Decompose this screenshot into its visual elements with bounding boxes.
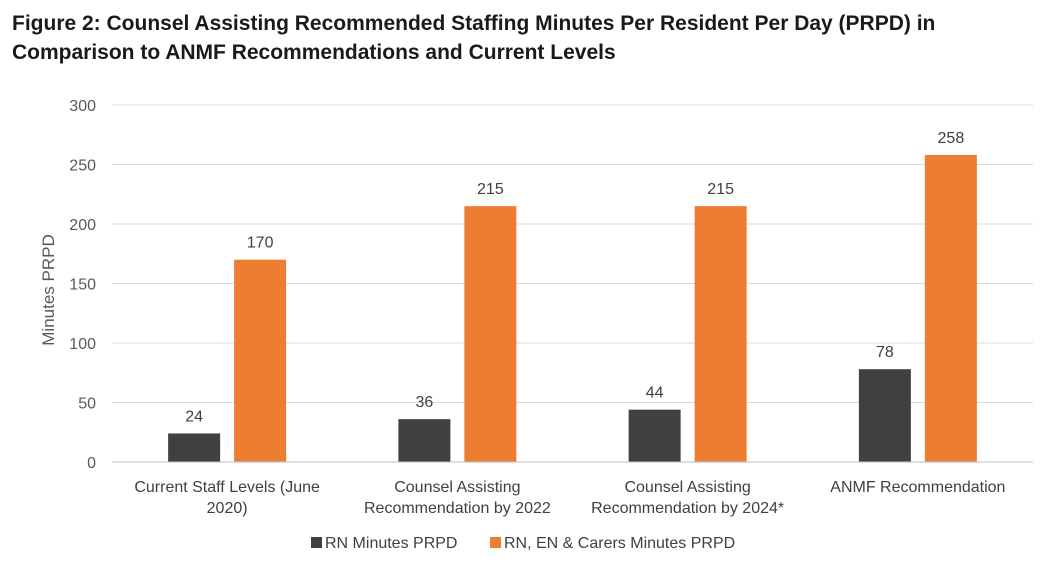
bar bbox=[398, 419, 451, 462]
data-label: 170 bbox=[247, 235, 274, 252]
data-labels: 24 170 36 215 44 215 78 258 bbox=[185, 130, 964, 425]
data-label: 258 bbox=[938, 130, 965, 147]
y-axis-ticks: 0 50 100 150 200 250 300 bbox=[69, 98, 96, 472]
y-tick-label: 200 bbox=[69, 217, 96, 234]
y-tick-label: 50 bbox=[78, 396, 96, 413]
legend-label: RN Minutes PRPD bbox=[325, 535, 457, 552]
legend-swatch bbox=[311, 537, 322, 548]
y-axis-label: Minutes PRPD bbox=[39, 234, 58, 345]
bar bbox=[924, 154, 977, 463]
data-label: 24 bbox=[185, 408, 203, 425]
y-tick-label: 100 bbox=[69, 336, 96, 353]
y-tick-label: 150 bbox=[69, 277, 96, 294]
category-labels: Current Staff Levels (June 2020) Counsel A… bbox=[134, 479, 1005, 517]
x-tick-label: ANMF Recommendation bbox=[830, 479, 1005, 496]
bar bbox=[694, 206, 747, 462]
y-tick-label: 250 bbox=[69, 158, 96, 175]
x-tick-label: Counsel Assisting Recommendation by 2024* bbox=[591, 479, 784, 517]
bars bbox=[168, 154, 977, 463]
bar bbox=[858, 369, 911, 462]
data-label: 78 bbox=[876, 344, 894, 361]
bar bbox=[234, 259, 287, 462]
legend: RN Minutes PRPD RN, EN & Carers Minutes P… bbox=[311, 535, 735, 552]
data-label: 215 bbox=[707, 181, 734, 198]
chart-title: Figure 2: Counsel Assisting Recommended … bbox=[12, 12, 936, 64]
data-label: 36 bbox=[415, 394, 433, 411]
y-tick-label: 300 bbox=[69, 98, 96, 115]
data-label: 215 bbox=[477, 181, 504, 198]
x-tick-label: Current Staff Levels (June 2020) bbox=[134, 479, 320, 517]
y-tick-label: 0 bbox=[87, 455, 96, 472]
bar bbox=[168, 433, 221, 462]
bar bbox=[464, 206, 517, 462]
bar bbox=[628, 409, 681, 462]
legend-label: RN, EN & Carers Minutes PRPD bbox=[504, 535, 735, 552]
x-tick-label: Counsel Assisting Recommendation by 2022 bbox=[364, 479, 551, 517]
data-label: 44 bbox=[646, 385, 664, 402]
legend-swatch bbox=[490, 537, 501, 548]
